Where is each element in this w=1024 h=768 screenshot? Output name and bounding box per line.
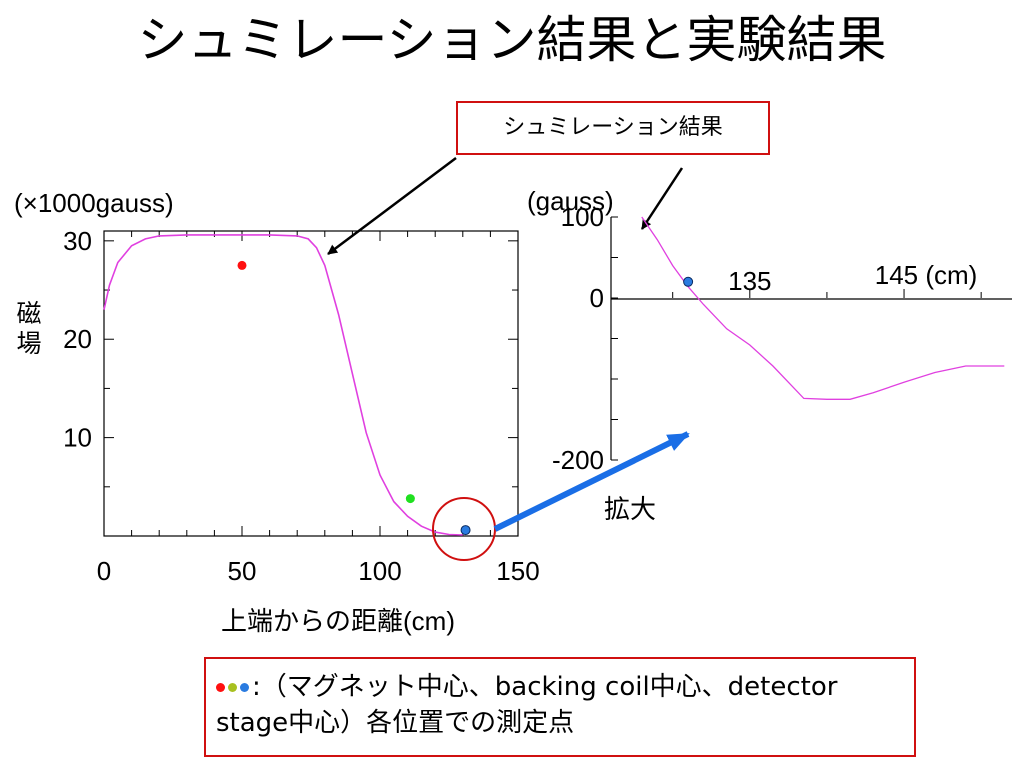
slide-title: シュミレーション結果と実験結果 [137,11,887,69]
field-profile-chart: 0 50 100 150 10 20 30 (×1000gauss) 磁場 上端からの距離(… [14,188,540,636]
right-tick-labels: 135 145 (cm) 100 0 -200 [552,202,977,475]
zoom-y-tick-label: 100 [561,202,604,232]
legend-dot-detector [240,683,249,692]
x-axis-label: 上端からの距離(cm) [221,606,455,636]
zoom-x-tick-label: 135 [728,266,771,296]
right-axis-ticks [611,216,982,461]
left-plot-frame [103,230,519,537]
callout-arrow-right [640,167,684,230]
zoomed-measurement-points [683,276,694,287]
legend-text-line-2: stage中心）各位置での測定点 [216,708,575,738]
x-tick-label: 100 [358,556,401,586]
zoom-arrow [493,431,690,532]
legend-line-1: :（マグネット中心、backing coil中心、detector [216,669,914,705]
legend-colon: : [252,672,261,702]
zoomed-field-chart: 135 145 (cm) 100 0 -200 (gauss) [527,186,1012,475]
legend-dot-magnet [216,683,225,692]
measurement-point [237,260,247,270]
zoom-x-tick-label: 145 (cm) [875,260,978,290]
x-tick-label: 150 [496,556,539,586]
legend-text-line-1: （マグネット中心、backing coil中心、detector [260,672,838,702]
measurement-point [405,494,415,504]
zoomed-simulation-curve [641,216,1005,400]
zoom-y-tick-label: -200 [552,445,604,475]
measurement-points [237,260,471,536]
left-tick-labels: 0 50 100 150 10 20 30 [63,226,540,586]
y-tick-label: 10 [63,423,92,453]
measurement-point [460,525,471,536]
right-unit-label: (gauss) [527,186,614,216]
y-tick-label: 30 [63,226,92,256]
zoom-label: 拡大 [604,494,656,524]
callout-arrow-left [327,157,457,255]
left-axis-ticks [104,231,518,536]
zoom-y-tick-label: 0 [590,283,604,313]
x-tick-label: 0 [97,556,111,586]
legend-box: :（マグネット中心、backing coil中心、detector stage中… [204,657,916,757]
legend-dot-backing-coil [228,683,237,692]
simulation-callout-box: シュミレーション結果 [456,101,770,155]
x-tick-label: 50 [228,556,257,586]
left-unit-label: (×1000gauss) [14,188,174,218]
simulation-curve [103,234,463,536]
y-axis-label: 磁場 [16,300,41,358]
zoomed-measurement-point [683,276,694,287]
y-tick-label: 20 [63,324,92,354]
